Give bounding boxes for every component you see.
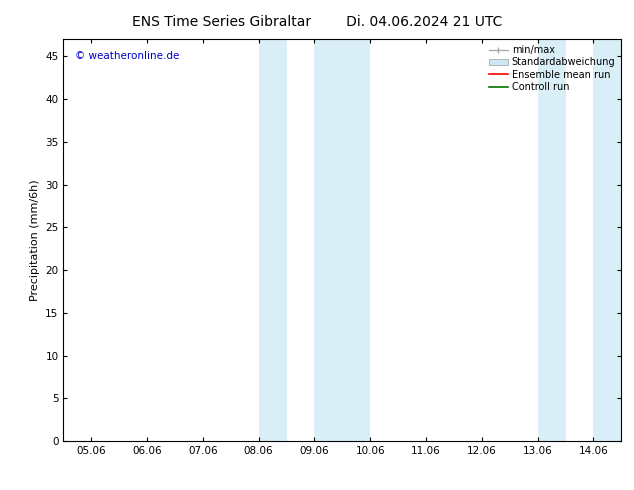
Legend: min/max, Standardabweichung, Ensemble mean run, Controll run: min/max, Standardabweichung, Ensemble me… [484,41,619,96]
Bar [593,39,621,441]
Text: ENS Time Series Gibraltar        Di. 04.06.2024 21 UTC: ENS Time Series Gibraltar Di. 04.06.2024… [132,15,502,29]
Bar [538,39,566,441]
Bar [259,39,287,441]
Text: © weatheronline.de: © weatheronline.de [75,51,179,61]
Y-axis label: Precipitation (mm/6h): Precipitation (mm/6h) [30,179,40,301]
Bar [314,39,370,441]
